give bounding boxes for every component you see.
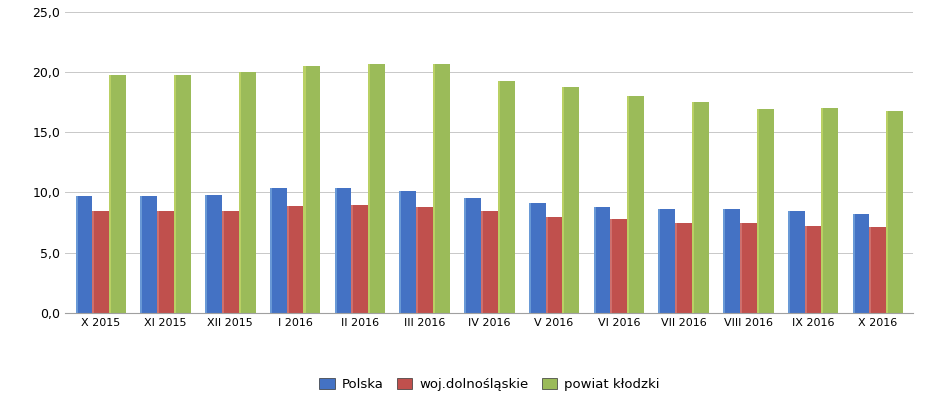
- Bar: [141, 196, 158, 313]
- Bar: [853, 214, 870, 313]
- Bar: [464, 198, 481, 313]
- Bar: [92, 211, 109, 313]
- Bar: [740, 223, 742, 313]
- Bar: [335, 188, 336, 313]
- Bar: [723, 209, 740, 313]
- Bar: [287, 206, 289, 313]
- Bar: [368, 64, 385, 313]
- Bar: [433, 64, 450, 313]
- Bar: [399, 191, 417, 313]
- Bar: [658, 209, 660, 313]
- Bar: [75, 196, 77, 313]
- Bar: [141, 196, 143, 313]
- Bar: [692, 102, 694, 313]
- Bar: [788, 211, 789, 313]
- Bar: [757, 109, 759, 313]
- Bar: [804, 226, 806, 313]
- Bar: [304, 66, 306, 313]
- Bar: [870, 227, 886, 313]
- Bar: [239, 72, 240, 313]
- Bar: [562, 87, 565, 313]
- Bar: [158, 211, 159, 313]
- Bar: [870, 227, 871, 313]
- Bar: [304, 66, 321, 313]
- Bar: [368, 64, 370, 313]
- Bar: [757, 109, 774, 313]
- Bar: [545, 217, 562, 313]
- Bar: [399, 191, 402, 313]
- Bar: [205, 195, 222, 313]
- Bar: [498, 81, 500, 313]
- Bar: [417, 207, 433, 313]
- Bar: [740, 223, 757, 313]
- Legend: Polska, woj.dolnośląskie, powiat kłodzki: Polska, woj.dolnośląskie, powiat kłodzki: [314, 373, 665, 397]
- Bar: [270, 188, 272, 313]
- Bar: [627, 96, 644, 313]
- Bar: [821, 108, 838, 313]
- Bar: [417, 207, 418, 313]
- Bar: [853, 214, 855, 313]
- Bar: [658, 209, 675, 313]
- Bar: [528, 203, 545, 313]
- Bar: [675, 223, 678, 313]
- Bar: [75, 196, 92, 313]
- Bar: [610, 219, 612, 313]
- Bar: [886, 111, 903, 313]
- Bar: [804, 226, 821, 313]
- Bar: [481, 211, 498, 313]
- Bar: [174, 75, 176, 313]
- Bar: [481, 211, 483, 313]
- Bar: [675, 223, 692, 313]
- Bar: [109, 75, 111, 313]
- Bar: [886, 111, 888, 313]
- Bar: [335, 188, 351, 313]
- Bar: [723, 209, 725, 313]
- Bar: [287, 206, 304, 313]
- Bar: [594, 207, 596, 313]
- Bar: [692, 102, 708, 313]
- Bar: [594, 207, 610, 313]
- Bar: [610, 219, 627, 313]
- Bar: [788, 211, 804, 313]
- Bar: [562, 87, 580, 313]
- Bar: [222, 211, 239, 313]
- Bar: [351, 205, 353, 313]
- Bar: [109, 75, 126, 313]
- Bar: [433, 64, 435, 313]
- Bar: [239, 72, 255, 313]
- Bar: [498, 81, 514, 313]
- Bar: [528, 203, 531, 313]
- Bar: [222, 211, 224, 313]
- Bar: [92, 211, 94, 313]
- Bar: [464, 198, 466, 313]
- Bar: [158, 211, 174, 313]
- Bar: [205, 195, 207, 313]
- Bar: [821, 108, 824, 313]
- Bar: [351, 205, 368, 313]
- Bar: [270, 188, 287, 313]
- Bar: [174, 75, 191, 313]
- Bar: [627, 96, 629, 313]
- Bar: [545, 217, 548, 313]
